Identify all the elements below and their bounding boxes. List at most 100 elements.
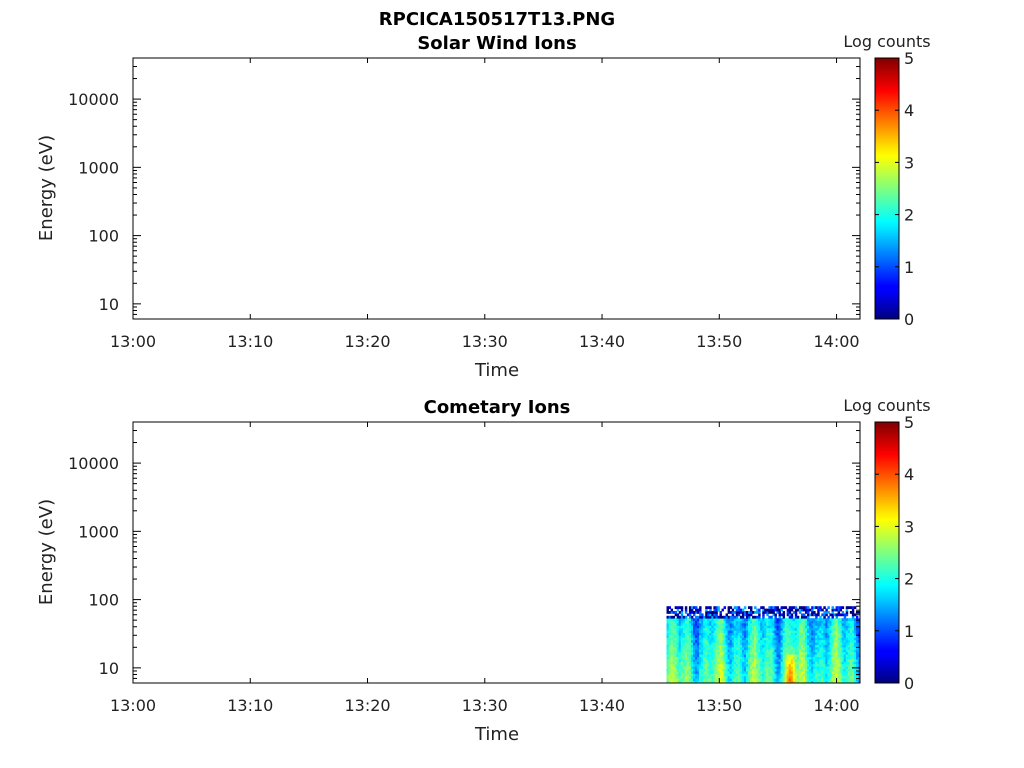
spectrogram-cell (835, 649, 838, 653)
spectrogram-cell (817, 613, 820, 617)
spectrogram-cell (788, 635, 792, 638)
spectrogram-cell (682, 661, 686, 665)
spectrogram-cell (703, 673, 706, 677)
spectrogram-cell (792, 625, 796, 629)
spectrogram-cell (709, 656, 712, 660)
spectrogram-cell (743, 666, 747, 669)
spectrogram-cell (701, 613, 704, 617)
spectrogram-cell (709, 632, 712, 636)
spectrogram-cell (776, 620, 779, 624)
spectrogram-cell (741, 654, 745, 658)
spectrogram-cell (792, 673, 796, 677)
spectrogram-cell (699, 635, 702, 638)
spectrogram-cell (719, 666, 722, 669)
spectrogram-cell (776, 673, 779, 677)
spectrogram-cell (825, 639, 828, 643)
spectrogram-cell (778, 611, 781, 614)
spectrogram-cell (731, 659, 735, 662)
spectrogram-cell (762, 606, 765, 610)
spectrogram-cell (676, 618, 680, 622)
spectrogram-cell (815, 644, 818, 648)
spectrogram-cell (849, 642, 853, 646)
spectrogram-cell (829, 671, 832, 674)
spectrogram-cell (686, 635, 690, 638)
spectrogram-cell (780, 606, 784, 610)
spectrogram-cell (741, 651, 745, 655)
spectrogram-cell (843, 618, 847, 622)
spectrogram-cell (845, 613, 849, 617)
spectrogram-cell (768, 663, 771, 667)
spectrogram-cell (845, 675, 849, 679)
spectrogram-cell (802, 668, 806, 672)
spectrogram-cell (768, 673, 771, 677)
spectrogram-cell (701, 615, 704, 619)
spectrogram-cell (666, 678, 669, 681)
spectrogram-cell (693, 659, 696, 662)
spectrogram-cell (670, 611, 674, 614)
spectrogram-cell (735, 606, 739, 610)
spectrogram-cell (839, 627, 843, 631)
spectrogram-cell (805, 651, 808, 655)
spectrogram-cell (784, 644, 788, 648)
spectrogram-cell (703, 627, 706, 631)
spectrogram-cell (802, 632, 806, 636)
spectrogram-cell (851, 606, 855, 610)
spectrogram-cell (705, 673, 708, 677)
spectrogram-cell (800, 642, 804, 646)
spectrogram-cell (772, 637, 775, 641)
spectrogram-cell (674, 644, 678, 648)
spectrogram-cell (682, 675, 686, 679)
spectrogram-cell (792, 627, 796, 631)
spectrogram-cell (754, 625, 757, 629)
spectrogram-cell (811, 613, 814, 617)
spectrogram-cell (833, 678, 836, 681)
spectrogram-cell (733, 630, 737, 634)
spectrogram-cell (766, 611, 769, 614)
spectrogram-cell (709, 630, 712, 634)
spectrogram-cell (752, 673, 755, 677)
spectrogram-cell (845, 625, 849, 629)
spectrogram-cell (794, 608, 798, 612)
spectrogram-cell (750, 654, 753, 658)
spectrogram-cell (727, 666, 731, 669)
x-tick-label: 13:50 (696, 696, 742, 715)
spectrogram-cell (713, 627, 716, 631)
spectrogram-cell (711, 668, 714, 672)
spectrogram-cell (697, 639, 700, 643)
spectrogram-cell (813, 611, 816, 614)
spectrogram-cell (849, 632, 853, 636)
spectrogram-cell (725, 668, 729, 672)
spectrogram-cell (670, 627, 674, 631)
spectrogram-cell (827, 680, 830, 683)
spectrogram-cell (760, 680, 763, 683)
spectrogram-cell (764, 627, 767, 631)
spectrogram-cell (701, 635, 704, 638)
spectrogram-cell (717, 656, 720, 660)
spectrogram-cell (697, 663, 700, 667)
spectrogram-cell (827, 673, 830, 677)
spectrogram-cell (853, 637, 857, 641)
spectrogram-cell (754, 632, 757, 636)
spectrogram-cell (713, 639, 716, 643)
spectrogram-cell (809, 649, 812, 653)
spectrogram-cell (811, 635, 814, 638)
spectrogram-cell (841, 678, 845, 681)
spectrogram-cell (741, 644, 745, 648)
spectrogram-cell (798, 618, 802, 622)
spectrogram-cell (709, 606, 712, 610)
spectrogram-cell (733, 647, 737, 650)
spectrogram-cell (711, 623, 714, 626)
spectrogram-cell (737, 668, 741, 672)
spectrogram-cell (782, 666, 786, 669)
spectrogram-cell (752, 649, 755, 653)
spectrogram-cell (827, 651, 830, 655)
spectrogram-cell (723, 668, 726, 672)
spectrogram-cell (678, 618, 682, 622)
spectrogram-cell (727, 611, 731, 614)
spectrogram-cell (711, 647, 714, 650)
spectrogram-cell (790, 671, 794, 674)
spectrogram-cell (843, 666, 847, 669)
spectrogram-cell (776, 627, 779, 631)
spectrogram-cell (811, 659, 814, 662)
spectrogram-cell (841, 680, 845, 683)
